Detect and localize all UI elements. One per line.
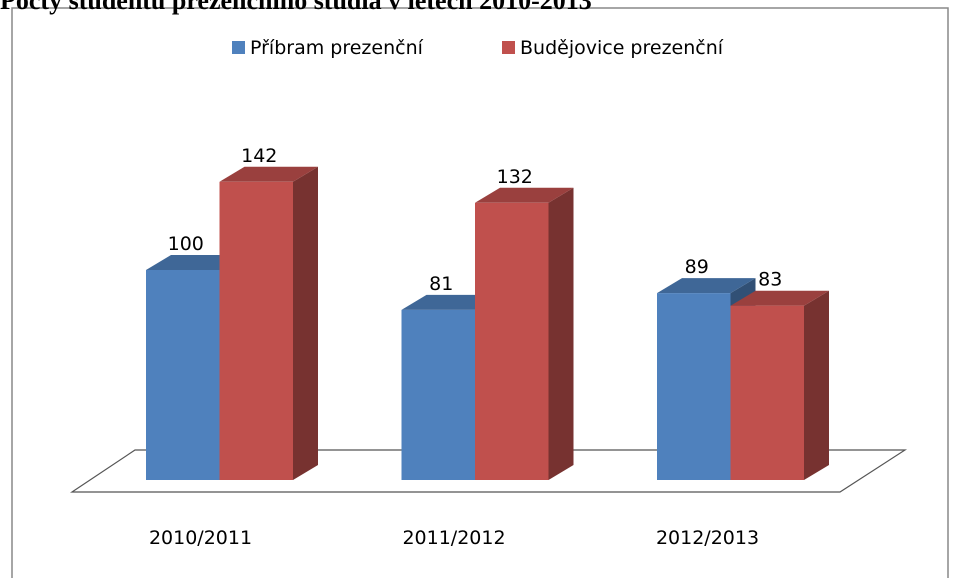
bar-top bbox=[657, 278, 756, 294]
bar bbox=[657, 293, 731, 480]
legend-swatch bbox=[232, 41, 245, 54]
title-band bbox=[0, 0, 960, 7]
bar-top bbox=[219, 166, 318, 182]
value-label: 83 bbox=[758, 269, 782, 291]
legend-label: Příbram prezenční bbox=[250, 37, 424, 59]
bar bbox=[401, 309, 475, 480]
value-label: 142 bbox=[241, 145, 277, 167]
bar-top bbox=[475, 187, 574, 203]
bar bbox=[219, 181, 293, 481]
bar-side bbox=[548, 187, 574, 481]
chart-title: Počty studentů prezenčního studia v lete… bbox=[0, 0, 592, 15]
value-label: 100 bbox=[168, 233, 204, 255]
bar bbox=[146, 270, 220, 480]
x-tick-label: 2010/2011 bbox=[149, 527, 252, 549]
x-tick-label: 2012/2013 bbox=[656, 527, 759, 549]
value-label: 89 bbox=[685, 256, 709, 278]
x-tick-label: 2011/2012 bbox=[402, 527, 505, 549]
bar-top bbox=[730, 290, 829, 306]
bar bbox=[730, 305, 804, 480]
bar-side bbox=[804, 290, 829, 480]
bar-side bbox=[293, 166, 318, 481]
bar bbox=[475, 202, 549, 481]
legend-swatch bbox=[502, 41, 515, 54]
legend-label: Budějovice prezenční bbox=[520, 37, 724, 59]
value-label: 81 bbox=[429, 273, 453, 295]
value-label: 132 bbox=[497, 166, 533, 188]
